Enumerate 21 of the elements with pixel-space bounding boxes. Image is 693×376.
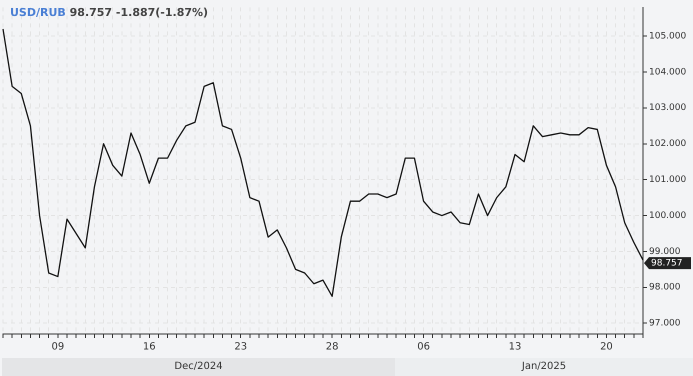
y-tick-label: 101.000 <box>649 175 686 186</box>
y-tick-label: 100.000 <box>649 210 686 221</box>
x-tick-label: 06 <box>417 342 430 353</box>
y-tick-label: 104.000 <box>649 67 686 78</box>
y-tick-label: 103.000 <box>649 103 686 114</box>
y-tick-label: 102.000 <box>649 139 686 150</box>
text: Dec/2024 <box>2 358 395 376</box>
text: Jan/2025 <box>395 358 693 376</box>
y-tick-label: 99.000 <box>649 246 681 257</box>
y-tick-label: 98.000 <box>649 282 681 293</box>
x-tick-label: 23 <box>234 342 248 353</box>
x-tick-label: 28 <box>326 342 339 353</box>
chart-title: USD/RUB <box>10 6 66 19</box>
x-tick-label: 20 <box>600 342 613 353</box>
x-tick-label: 13 <box>508 342 522 353</box>
y-tick-label: 105.000 <box>649 31 686 42</box>
chart-subtitle: 98.757 -1.887(-1.87%) <box>70 6 208 19</box>
text: 98.757 <box>651 258 682 268</box>
y-tick-label: 97.000 <box>649 318 681 329</box>
x-tick-label: 09 <box>51 342 64 353</box>
x-tick-label: 16 <box>142 342 156 353</box>
